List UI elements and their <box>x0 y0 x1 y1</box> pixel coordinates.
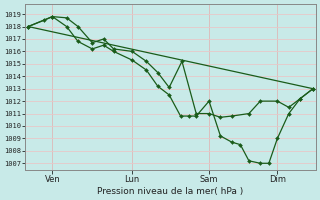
X-axis label: Pression niveau de la mer( hPa ): Pression niveau de la mer( hPa ) <box>98 187 244 196</box>
